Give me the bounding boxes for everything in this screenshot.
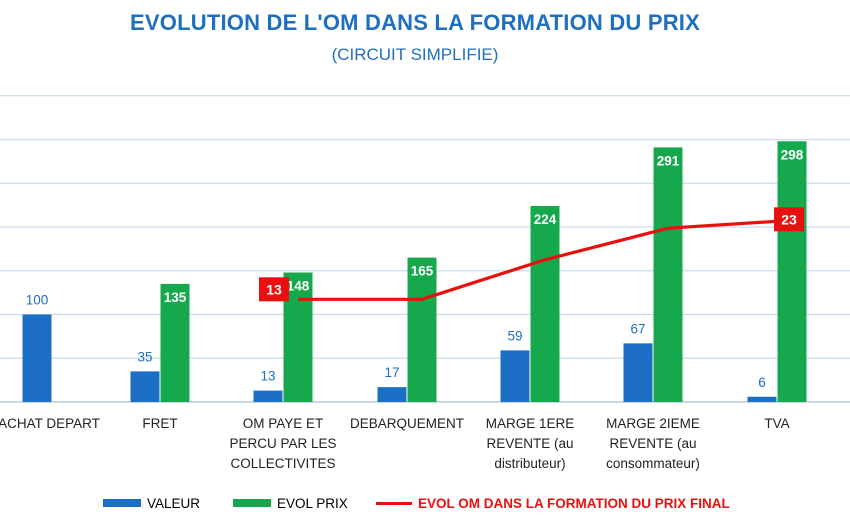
bar-valeur	[377, 387, 407, 402]
x-tick-label-line: DEBARQUEMENT	[349, 416, 464, 431]
bar-valeur	[253, 390, 283, 402]
legend-label-valeur: VALEUR	[147, 495, 201, 511]
data-label-valeur: 67	[630, 321, 645, 336]
bar-valeur	[130, 371, 160, 402]
data-label-valeur: 17	[384, 365, 399, 380]
line-label-start-box	[259, 277, 289, 302]
data-label-valeur: 59	[507, 328, 522, 343]
legend-swatch-valeur	[103, 499, 141, 507]
x-tick-label-line: FRET	[142, 416, 178, 431]
chart-subtitle: (CIRCUIT SIMPLIFIE)	[331, 45, 499, 64]
x-tick-label-line: REVENTE (au	[609, 436, 697, 451]
x-tick-label: MARGE 2IEME REVENTE (au consommateur)	[583, 414, 723, 474]
data-label-evol-prix: 148	[287, 279, 310, 294]
legend-item-valeur: VALEUR	[103, 494, 200, 512]
x-tick-label-line: REVENTE (au	[486, 436, 574, 451]
x-tick-label: MARGE 1ERE REVENTE (au distributeur)	[460, 414, 600, 474]
chart-title: EVOLUTION DE L'OM DANS LA FORMATION DU P…	[130, 10, 700, 35]
x-tick-label-line: MARGE 2IEME	[606, 416, 700, 431]
x-tick-label: OM PAYE ET PERCU PAR LES COLLECTIVITES	[213, 414, 353, 474]
bar-valeur	[623, 343, 653, 402]
legend-label-evol-om: EVOL OM DANS LA FORMATION DU PRIX FINAL	[418, 495, 730, 511]
legend-item-evol-om: EVOL OM DANS LA FORMATION DU PRIX FINAL	[376, 494, 730, 512]
legend-swatch-evol-prix	[233, 499, 271, 507]
x-tick-label-line: OM PAYE ET	[242, 416, 324, 431]
bar-evol-prix	[407, 257, 437, 402]
data-label-valeur: 35	[137, 349, 152, 364]
line-evol-om	[298, 218, 793, 301]
x-tick-label-line: TVA	[764, 416, 790, 431]
x-tick-label-line: ACHAT DEPART	[0, 416, 100, 431]
legend-item-evol-prix: EVOL PRIX	[233, 494, 348, 512]
x-tick-label-line: COLLECTIVITES	[230, 456, 336, 471]
data-label-evol-prix: 298	[781, 147, 804, 162]
x-tick-label-line: MARGE 1ERE	[485, 416, 575, 431]
x-tick-label: DEBARQUEMENT	[337, 414, 477, 434]
line-label-end-box	[774, 207, 804, 232]
legend-label-evol-prix: EVOL PRIX	[277, 495, 348, 511]
x-tick-label-line: distributeur)	[494, 456, 566, 471]
bar-valeur	[747, 396, 777, 402]
data-label-valeur: 6	[758, 375, 766, 390]
bar-valeur	[22, 314, 52, 402]
line-label-start: 13	[266, 281, 282, 297]
line-label-end: 23	[781, 211, 797, 227]
data-label-valeur: 13	[260, 369, 275, 384]
bar-valeur	[500, 350, 530, 402]
data-label-evol-prix: 224	[534, 212, 557, 227]
bar-evol-prix	[160, 283, 190, 402]
data-label-evol-prix: 165	[411, 264, 434, 279]
x-tick-label: ACHAT DEPART	[0, 414, 119, 434]
x-tick-label-line: PERCU PAR LES	[229, 436, 337, 451]
x-tick-label: TVA	[707, 414, 847, 434]
x-tick-label: FRET	[90, 414, 230, 434]
x-tick-label-line: consommateur)	[606, 456, 700, 471]
bar-evol-prix	[653, 147, 683, 402]
bar-evol-prix	[777, 141, 807, 402]
legend-swatch-evol-om	[376, 501, 412, 505]
bar-evol-prix	[530, 206, 560, 402]
data-label-evol-prix: 135	[164, 290, 187, 305]
data-label-valeur: 100	[26, 293, 49, 308]
data-label-evol-prix: 291	[657, 153, 680, 168]
